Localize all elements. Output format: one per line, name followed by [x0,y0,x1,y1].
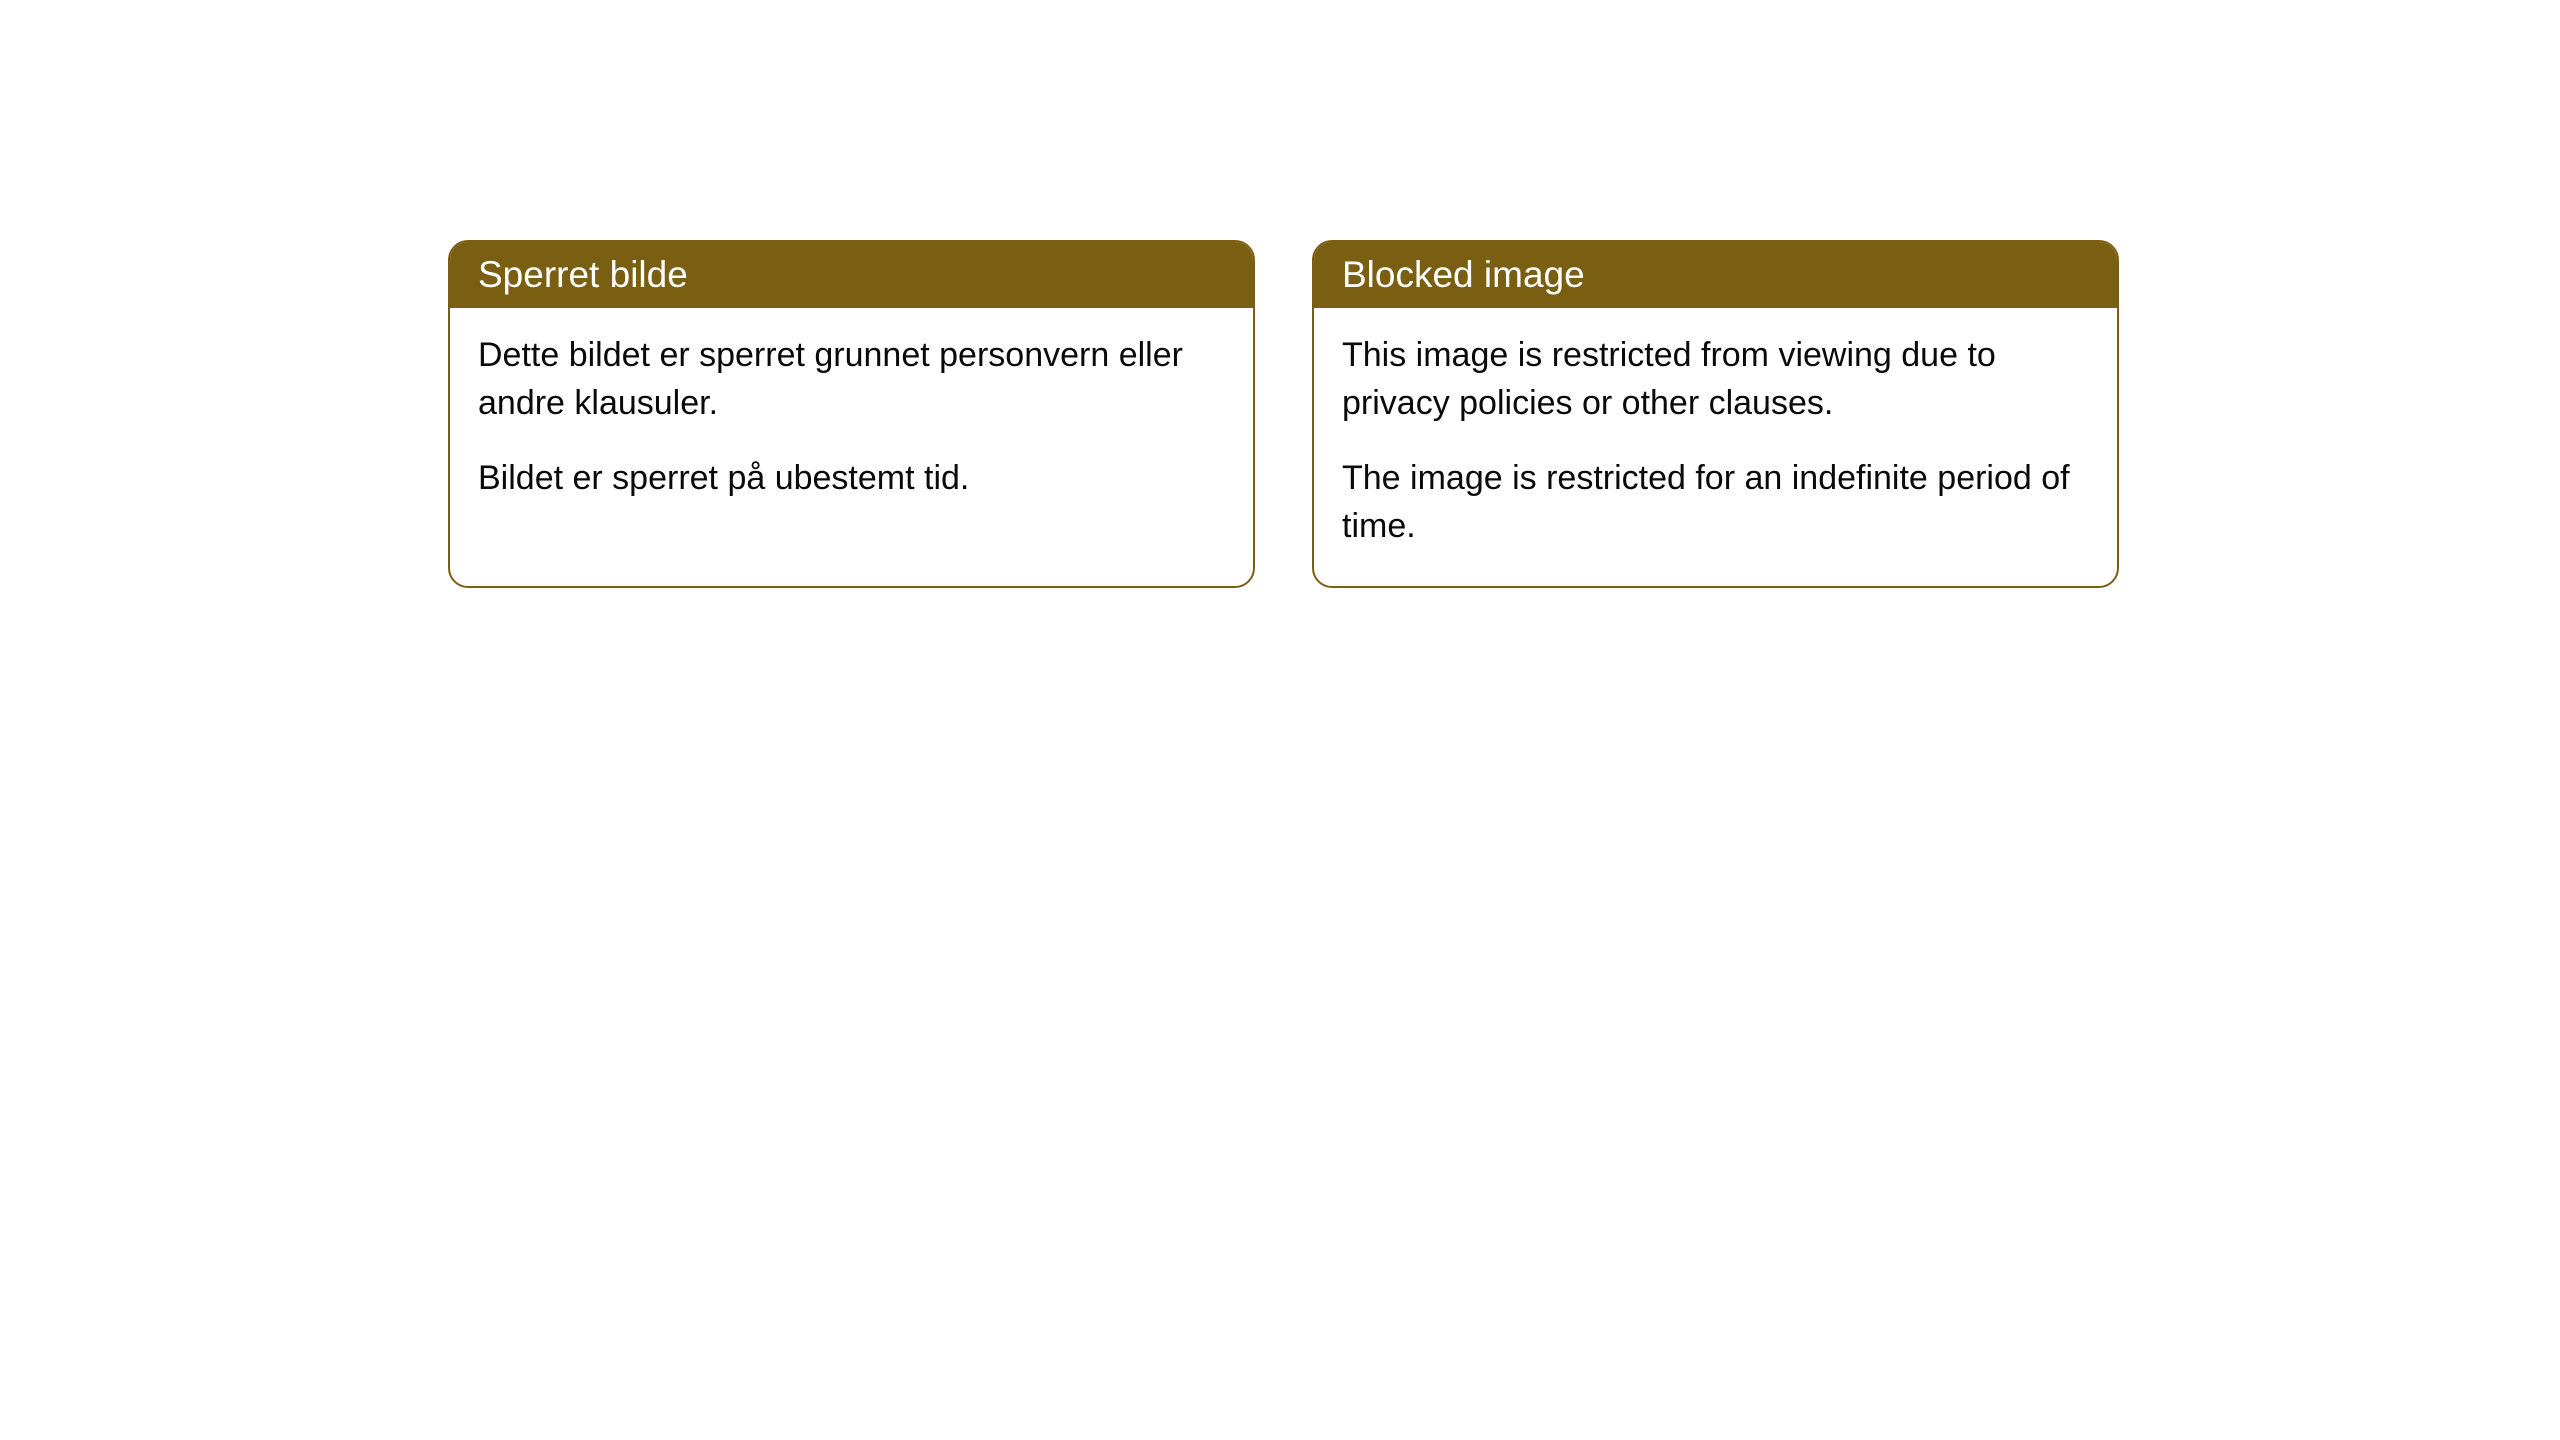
card-header: Sperret bilde [450,242,1253,308]
notice-text: The image is restricted for an indefinit… [1342,455,2089,550]
notice-text: Bildet er sperret på ubestemt tid. [478,455,1225,503]
notice-text: Dette bildet er sperret grunnet personve… [478,332,1225,427]
notice-card-norwegian: Sperret bilde Dette bildet er sperret gr… [448,240,1255,588]
card-body: This image is restricted from viewing du… [1314,308,2117,586]
notice-text: This image is restricted from viewing du… [1342,332,2089,427]
notice-card-english: Blocked image This image is restricted f… [1312,240,2119,588]
card-body: Dette bildet er sperret grunnet personve… [450,308,1253,539]
card-header: Blocked image [1314,242,2117,308]
notice-cards-container: Sperret bilde Dette bildet er sperret gr… [448,240,2560,588]
